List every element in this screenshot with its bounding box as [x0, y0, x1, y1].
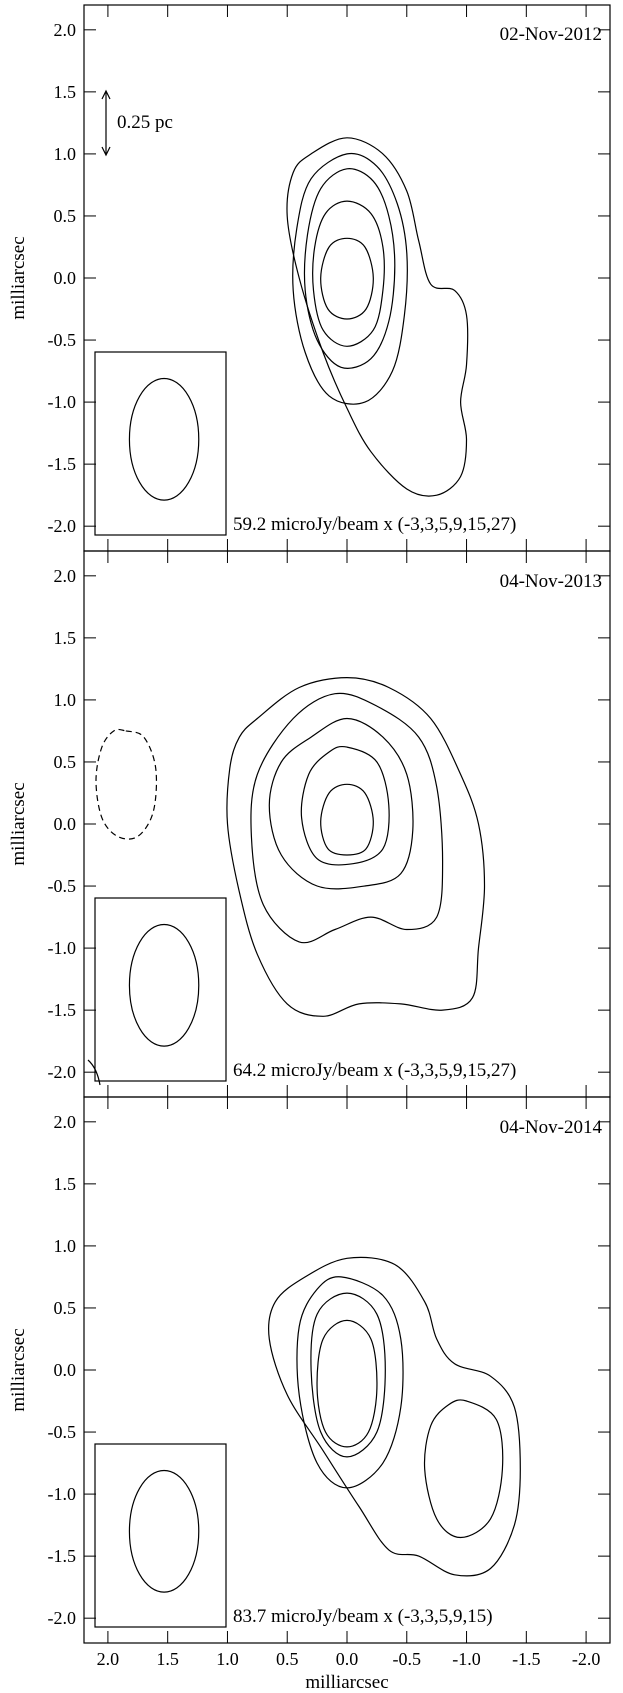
- contour-levels-note: 64.2 microJy/beam x (-3,3,5,9,15,27): [233, 1060, 516, 1081]
- y-tick-labels: 2.0 1.5 1.0 0.5 0.0 -0.5 -1.0 -1.5 -2.0: [48, 566, 77, 1082]
- y-tick-label: -0.5: [48, 876, 77, 896]
- x-tick-label: 1.0: [216, 1649, 239, 1669]
- contours: [286, 137, 469, 497]
- y-tick-label: -2.0: [48, 516, 77, 536]
- negative-contour: [95, 728, 158, 840]
- y-tick-label: -1.5: [48, 1546, 77, 1566]
- y-tick-label: -1.0: [48, 392, 77, 412]
- y-tick-label: 2.0: [54, 20, 77, 40]
- contour-line: [303, 168, 396, 369]
- y-tick-label: 0.0: [54, 1360, 77, 1380]
- y-tick-label: 2.0: [54, 1112, 77, 1132]
- y-tick-label: -1.0: [48, 938, 77, 958]
- y-tick-label: 0.5: [54, 752, 77, 772]
- panel-ylabel: milliarcsec: [8, 1328, 29, 1411]
- contour-line: [316, 1319, 378, 1448]
- y-tick-label: 1.0: [54, 1236, 77, 1256]
- date-label: 04-Nov-2013: [500, 571, 602, 592]
- beam-ellipse: [128, 923, 200, 1047]
- y-tick-label: 0.5: [54, 1298, 77, 1318]
- y-tick-label: 1.5: [54, 82, 77, 102]
- x-tick-label: -1.5: [512, 1649, 541, 1669]
- beam-ellipse: [128, 377, 200, 501]
- date-label: 02-Nov-2012: [500, 24, 602, 45]
- contour-line: [320, 237, 374, 320]
- contour-line: [296, 1276, 404, 1489]
- panel-ylabel: milliarcsec: [8, 236, 29, 319]
- y-tick-label: -2.0: [48, 1608, 77, 1628]
- x-tick-label: 2.0: [97, 1649, 120, 1669]
- tick-marks: [84, 5, 610, 551]
- x-tick-label: 0.0: [336, 1649, 359, 1669]
- y-tick-label: 0.0: [54, 268, 77, 288]
- scale-bar-arrowhead-bottom: [101, 146, 111, 157]
- panel-frame: [83, 1096, 611, 1644]
- panel-2014: 2.0 1.5 1.0 0.5 0.0 -0.5 -1.0 -1.5 -2.0 2.0 1.5 1.…: [8, 1096, 611, 1693]
- y-tick-label: 2.0: [54, 566, 77, 586]
- panel-2012: 2.0 1.5 1.0 0.5 0.0 -0.5 -1.0 -1.5 -2.0 milliarc…: [8, 4, 611, 552]
- contour-line: [300, 745, 390, 866]
- tick-marks: [84, 551, 610, 1097]
- contours: [95, 676, 486, 1017]
- y-tick-label: -2.0: [48, 1062, 77, 1082]
- contour-line: [320, 783, 374, 856]
- contour-line: [312, 200, 385, 347]
- y-tick-label: 1.5: [54, 1174, 77, 1194]
- scale-bar-arrowhead-top: [101, 89, 111, 100]
- panel-ylabel: milliarcsec: [8, 782, 29, 865]
- x-tick-label: -1.0: [452, 1649, 481, 1669]
- x-tick-labels: 2.0 1.5 1.0 0.5 0.0 -0.5 -1.0 -1.5 -2.0: [97, 1649, 601, 1669]
- contour-levels-note: 83.7 microJy/beam x (-3,3,5,9,15): [233, 1606, 493, 1627]
- y-tick-labels: 2.0 1.5 1.0 0.5 0.0 -0.5 -1.0 -1.5 -2.0: [48, 20, 77, 536]
- y-tick-label: -1.5: [48, 1000, 77, 1020]
- beam-box: [94, 351, 227, 536]
- contour-levels-note: 59.2 microJy/beam x (-3,3,5,9,15,27): [233, 514, 516, 535]
- x-tick-label: 1.5: [156, 1649, 179, 1669]
- y-tick-label: -0.5: [48, 1422, 77, 1442]
- x-tick-label: -0.5: [393, 1649, 422, 1669]
- y-tick-label: 0.0: [54, 814, 77, 834]
- y-tick-label: -0.5: [48, 330, 77, 350]
- contour-line: [423, 1399, 504, 1539]
- panel-2013: 2.0 1.5 1.0 0.5 0.0 -0.5 -1.0 -1.5 -2.0 milliarc…: [8, 550, 611, 1098]
- y-tick-label: -1.0: [48, 1484, 77, 1504]
- contour-line: [226, 676, 486, 1017]
- x-tick-label: 0.5: [276, 1649, 299, 1669]
- scale-bar: 0.25 pc: [101, 89, 173, 157]
- scale-bar-label: 0.25 pc: [117, 112, 173, 133]
- contour-line: [268, 717, 414, 890]
- y-tick-label: 1.0: [54, 144, 77, 164]
- contour-line: [286, 137, 469, 497]
- beam-ellipse: [128, 1469, 200, 1593]
- y-tick-labels: 2.0 1.5 1.0 0.5 0.0 -0.5 -1.0 -1.5 -2.0: [48, 1112, 77, 1628]
- contour-line: [267, 1256, 521, 1577]
- contour-line: [310, 1292, 386, 1458]
- panel-frame: [83, 4, 611, 552]
- beam-box: [94, 1443, 227, 1628]
- contours: [267, 1256, 521, 1577]
- beam-box: [94, 897, 227, 1082]
- x-tick-label: -2.0: [572, 1649, 601, 1669]
- y-tick-label: 1.0: [54, 690, 77, 710]
- date-label: 04-Nov-2014: [500, 1117, 603, 1138]
- y-tick-label: 1.5: [54, 628, 77, 648]
- panel-frame: [83, 550, 611, 1098]
- x-axis-label: milliarcsec: [305, 1672, 388, 1693]
- contour-line: [250, 692, 444, 944]
- contour-line: [292, 152, 408, 405]
- tick-marks: [84, 1097, 610, 1643]
- y-tick-label: 0.5: [54, 206, 77, 226]
- y-tick-label: -1.5: [48, 454, 77, 474]
